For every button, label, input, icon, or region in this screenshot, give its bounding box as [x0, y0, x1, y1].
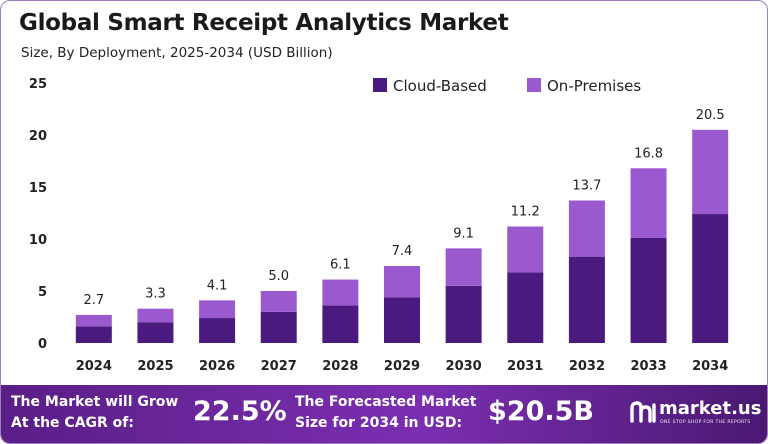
- chart-title: Global Smart Receipt Analytics Market: [19, 10, 509, 36]
- bar-total-label: 7.4: [392, 244, 413, 259]
- x-tick-label: 2029: [384, 359, 420, 374]
- y-tick-label: 0: [38, 337, 47, 352]
- x-tick-label: 2027: [261, 359, 297, 374]
- cagr-label-line1: The Market will Grow: [11, 394, 179, 410]
- bar-cloud-based: [692, 214, 729, 343]
- bar-on-premises: [445, 248, 482, 286]
- bar-total-label: 20.5: [696, 108, 725, 123]
- legend-swatch: [527, 78, 541, 92]
- bar-on-premises: [568, 200, 605, 257]
- bar-on-premises: [384, 266, 420, 298]
- footer-banner: The Market will Grow At the CAGR of: 22.…: [1, 385, 767, 443]
- brand-name: market.us: [659, 398, 762, 419]
- bar-total-label: 11.2: [511, 205, 540, 220]
- forecast-value: $20.5B: [488, 396, 594, 427]
- y-tick-label: 20: [29, 129, 47, 144]
- bar-cloud-based: [568, 256, 605, 343]
- bar-total-label: 2.7: [83, 293, 104, 308]
- bar-on-premises: [260, 291, 297, 312]
- bar-cloud-based: [199, 318, 236, 343]
- bar-on-premises: [137, 308, 174, 323]
- bar-cloud-based: [507, 272, 544, 343]
- x-axis: 2024 2025 2026 2027 2028 2029 2030 2031 2032 2033…: [76, 359, 729, 374]
- x-tick-label: 2028: [322, 359, 358, 374]
- bar-total-label: 4.1: [207, 278, 228, 293]
- brand-tagline: ONE STOP SHOP FOR THE REPORTS: [660, 420, 751, 425]
- y-tick-label: 10: [29, 233, 47, 248]
- x-tick-label: 2024: [76, 359, 112, 374]
- x-tick-label: 2030: [446, 359, 482, 374]
- bar-on-premises: [322, 279, 359, 306]
- forecast-label-line2: Size for 2034 in USD:: [295, 415, 463, 431]
- bar-on-premises: [507, 226, 544, 273]
- forecast-label-line1: The Forecasted Market: [295, 394, 477, 410]
- legend-swatch: [373, 78, 387, 92]
- bar-total-label: 6.1: [330, 258, 351, 273]
- bar-cloud-based: [75, 326, 112, 343]
- bar-total-label: 3.3: [145, 287, 166, 302]
- y-tick-label: 15: [29, 181, 47, 196]
- bar-on-premises: [75, 314, 112, 327]
- bar-cloud-based: [445, 285, 482, 343]
- x-tick-label: 2026: [199, 359, 235, 374]
- bar-total-label: 9.1: [453, 226, 474, 241]
- cagr-label-line2: At the CAGR of:: [11, 415, 134, 431]
- market-us-logo-icon: [630, 401, 656, 423]
- cagr-value: 22.5%: [193, 396, 287, 427]
- bar-cloud-based: [322, 305, 359, 343]
- legend-label: Cloud-Based: [393, 77, 487, 95]
- bar-on-premises: [692, 129, 729, 215]
- bar-cloud-based: [260, 311, 297, 343]
- x-tick-label: 2031: [507, 359, 543, 374]
- bar-total-label: 16.8: [634, 146, 663, 161]
- chart-subtitle: Size, By Deployment, 2025-2034 (USD Bill…: [21, 45, 333, 61]
- bar-total-label: 5.0: [268, 269, 289, 284]
- bar-cloud-based: [630, 237, 667, 343]
- y-tick-label: 25: [29, 77, 47, 92]
- y-axis: 0 5 10 15 20 25: [29, 77, 47, 352]
- legend-label: On-Premises: [547, 77, 641, 95]
- bar-series: 2.7 3.3 4.1 5.0 6.1 7.4 9.1 11.2 13.7 16.8 20.5: [75, 108, 729, 343]
- bar-cloud-based: [384, 297, 420, 343]
- bar-on-premises: [199, 300, 236, 319]
- y-tick-label: 5: [38, 285, 47, 300]
- x-tick-label: 2033: [630, 359, 666, 374]
- x-tick-label: 2025: [137, 359, 173, 374]
- bar-cloud-based: [137, 322, 174, 343]
- bar-on-premises: [630, 168, 667, 238]
- bar-total-label: 13.7: [572, 179, 601, 194]
- x-tick-label: 2032: [569, 359, 605, 374]
- legend: Cloud-Based On-Premises: [373, 77, 641, 95]
- brand-logo: market.us ONE STOP SHOP FOR THE REPORTS: [629, 398, 762, 433]
- x-tick-label: 2034: [692, 359, 728, 374]
